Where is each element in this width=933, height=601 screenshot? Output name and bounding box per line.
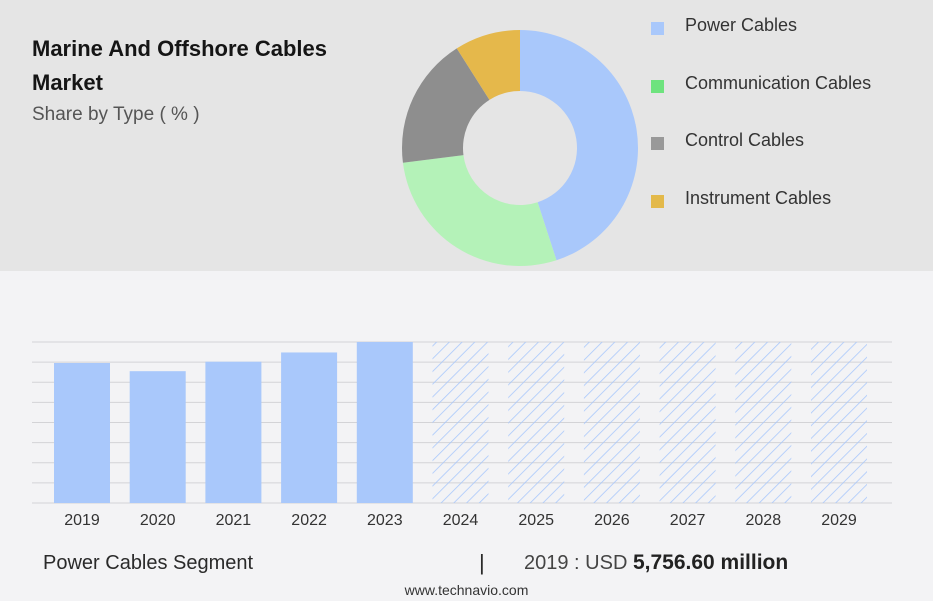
bar-2025 (508, 342, 565, 503)
legend-swatch (651, 79, 664, 93)
x-tick-label: 2022 (291, 512, 327, 529)
x-tick-label: 2024 (443, 512, 479, 529)
bar-chart: 2019 2020 2021 2022 2023 2024 2025 2026 2027 2028… (32, 341, 892, 529)
donut-chart (402, 30, 638, 266)
source-link[interactable]: www.technavio.com (404, 582, 529, 598)
bar-2019 (54, 362, 110, 503)
bar-2026 (583, 342, 640, 503)
bar-2020 (129, 371, 186, 503)
x-tick-label: 2028 (746, 512, 782, 529)
legend-swatch (651, 194, 664, 208)
legend-swatch (651, 137, 664, 150)
x-tick-label: 2029 (821, 512, 857, 529)
donut-slice-communication-cables (402, 155, 557, 266)
legend-label: Communication Cables (685, 72, 872, 93)
bar-2027 (659, 342, 716, 503)
donut-slice-control-cables (402, 48, 490, 163)
x-tick-label: 2019 (64, 512, 100, 529)
donut-slice-power-cables (520, 30, 638, 261)
donut-slice-instrument-cables (456, 30, 520, 100)
legend-label: Control Cables (685, 130, 805, 150)
legend-item-communication-cables: Communication Cables (651, 70, 921, 100)
x-tick-label: 2023 (367, 512, 403, 529)
segment-amount: 5,756.60 million (632, 551, 789, 574)
bar-2024 (432, 342, 489, 503)
x-tick-label: 2020 (140, 512, 176, 529)
legend-item-instrument-cables: Instrument Cables (651, 185, 921, 215)
chart-title: Marine And Offshore Cables Market (32, 36, 328, 95)
segment-year-label: 2019 : USD (524, 552, 628, 574)
chart-subtitle: Share by Type ( % ) (32, 104, 200, 125)
x-tick-label: 2026 (594, 512, 630, 529)
bar-2029 (811, 342, 867, 503)
legend-item-control-cables: Control Cables (651, 127, 921, 157)
footer-separator: | (479, 550, 485, 575)
bar-2021 (205, 361, 262, 503)
segment-label: Power Cables Segment (43, 552, 254, 574)
segment-value: 2019 : USD 5,756.60 million (524, 551, 788, 575)
x-tick-label: 2021 (216, 512, 252, 529)
legend-label: Power Cables (685, 15, 798, 35)
summary-panel: Marine And Offshore Cables Market Share … (0, 0, 933, 271)
bar-2022 (281, 352, 338, 503)
legend-label: Instrument Cables (685, 187, 832, 208)
bar-2023 (356, 342, 413, 503)
legend-swatch (651, 22, 664, 35)
legend-item-power-cables: Power Cables (651, 12, 921, 42)
x-tick-label: 2025 (518, 512, 554, 529)
x-tick-label: 2027 (670, 512, 706, 529)
bar-2028 (735, 342, 792, 503)
